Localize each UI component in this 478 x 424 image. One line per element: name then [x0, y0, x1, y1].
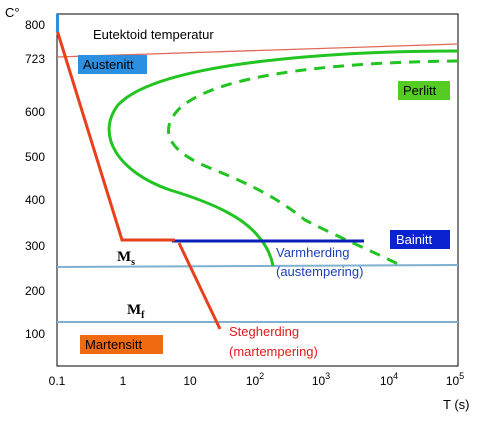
martempering-line — [177, 242, 222, 330]
cooling-curve — [55, 29, 175, 242]
ms-label: Ms — [117, 249, 135, 268]
varmherding-label: Varmherding — [276, 245, 349, 260]
martensitt-box — [80, 335, 163, 354]
transformation-start-curve — [107, 49, 459, 267]
bainitt-label: Bainitt — [396, 232, 433, 247]
eutektoid-line — [56, 43, 459, 58]
eutektoid-label: Eutektoid temperatur — [93, 27, 214, 42]
x-tick-10-5: 105 — [446, 371, 464, 388]
bainitt-box — [390, 230, 450, 249]
martempering-label: (martempering) — [229, 344, 318, 359]
y-tick-723: 723 — [25, 52, 45, 66]
plot-frame — [56, 13, 459, 367]
y-tick-600: 600 — [25, 105, 45, 119]
perlitt-label: Perlitt — [403, 83, 437, 98]
y-axis-unit: C° — [5, 5, 20, 20]
mf-label: Mf — [127, 302, 145, 321]
x-tick-10-2: 102 — [246, 371, 264, 388]
stegherding-label: Stegherding — [229, 324, 299, 339]
perlitt-box — [398, 81, 450, 100]
y-tick-200: 200 — [25, 284, 45, 298]
martensitt-label: Martensitt — [85, 337, 142, 352]
y-tick-100: 100 — [25, 327, 45, 341]
y-tick-300: 300 — [25, 239, 45, 253]
transformation-finish-curve — [167, 59, 459, 267]
x-tick-10-3: 103 — [312, 371, 330, 388]
axis-marker — [56, 14, 59, 32]
y-tick-500: 500 — [25, 150, 45, 164]
y-tick-800: 800 — [25, 18, 45, 32]
y-tick-400: 400 — [25, 193, 45, 207]
x-tick-10: 10 — [183, 374, 197, 388]
austenitt-box — [78, 55, 147, 74]
austenitt-label: Austenitt — [83, 57, 134, 72]
x-tick-0-1: 0.1 — [49, 374, 66, 388]
x-tick-10-4: 104 — [380, 371, 398, 388]
ms-line — [56, 264, 459, 268]
austempering-label: (austempering) — [276, 264, 363, 279]
x-axis-unit: T (s) — [443, 397, 469, 412]
x-tick-1: 1 — [120, 374, 127, 388]
